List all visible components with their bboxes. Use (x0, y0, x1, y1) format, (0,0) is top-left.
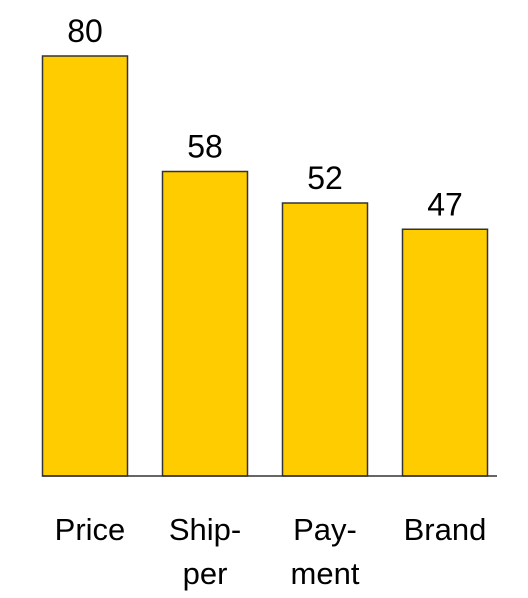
value-label: 47 (427, 186, 463, 222)
bar (41, 55, 129, 477)
bar (281, 202, 369, 477)
value-label: 58 (187, 129, 223, 165)
category-label: per (183, 556, 228, 591)
category-label: Brand (404, 512, 487, 547)
value-label: 80 (67, 13, 103, 49)
category-label: ment (291, 556, 360, 591)
bar (161, 170, 249, 477)
category-label: Price (55, 512, 126, 547)
value-label: 52 (307, 160, 343, 196)
bar (401, 228, 489, 477)
category-label: Ship- (169, 512, 241, 547)
category-label: Pay- (293, 512, 357, 547)
